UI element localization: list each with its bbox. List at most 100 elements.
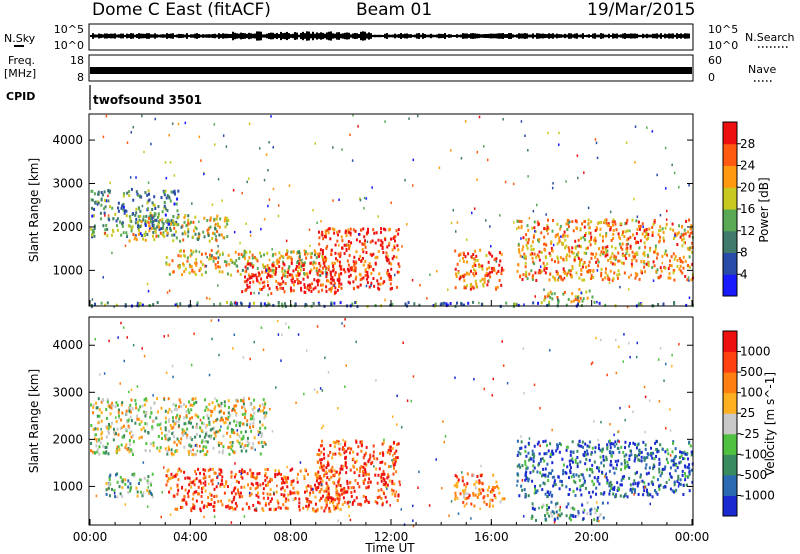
heatmap-cell [260,302,263,306]
heatmap-cell [193,332,195,336]
heatmap-cell [688,279,690,282]
heatmap-cell [570,250,573,254]
heatmap-cell [525,470,528,474]
heatmap-cell [297,269,300,273]
heatmap-cell [271,274,274,278]
heatmap-cell [549,490,552,494]
heatmap-cell [602,464,605,468]
heatmap-cell [591,479,594,483]
heatmap-cell [350,447,353,451]
nsky-sample [288,33,290,39]
heatmap-cell [338,253,341,257]
heatmap-cell [443,440,446,444]
heatmap-cell [232,347,234,350]
heatmap-cell [181,232,184,236]
heatmap-cell [328,506,331,510]
heatmap-cell [579,227,582,231]
heatmap-cell [560,235,562,238]
heatmap-cell [642,493,645,497]
heatmap-cell [637,492,640,496]
heatmap-cell [161,217,164,221]
heatmap-cell [332,473,335,477]
heatmap-cell [215,430,218,434]
heatmap-cell [576,465,579,469]
nsky-sample [248,32,250,40]
heatmap-cell [104,228,107,232]
nsky-sample [530,34,532,38]
heatmap-cell [619,494,622,498]
heatmap-cell [447,288,449,292]
heatmap-cell [371,186,373,189]
heatmap-cell [308,283,311,287]
heatmap-cell [256,485,259,489]
heatmap-cell [168,196,171,200]
heatmap-cell [609,463,612,467]
heatmap-cell [565,222,568,226]
heatmap-cell [539,459,542,463]
heatmap-cell [349,266,352,270]
heatmap-cell [651,495,654,499]
heatmap-cell [209,225,212,229]
heatmap-cell [268,479,271,483]
heatmap-cell [605,458,608,462]
heatmap-cell [338,264,341,268]
heatmap-cell [583,171,585,174]
heatmap-cell [570,513,573,517]
heatmap-cell [557,444,560,448]
heatmap-cell [369,453,372,457]
heatmap-cell [629,235,632,239]
heatmap-cell [283,493,286,497]
nsky-sample [208,34,210,38]
heatmap-cell [208,239,211,243]
heatmap-cell [169,476,172,480]
heatmap-cell [299,461,302,464]
heatmap-cell [347,505,350,509]
heatmap-cell [572,514,575,518]
heatmap-cell [485,254,488,258]
heatmap-cell [625,252,628,256]
heatmap-cell [157,234,160,238]
heatmap-cell [573,475,575,478]
heatmap-cell [560,277,563,281]
heatmap-cell [390,262,393,266]
heatmap-cell [638,459,641,463]
heatmap-cell [189,417,192,421]
heatmap-cell [251,446,254,450]
heatmap-cell [670,264,673,268]
heatmap-cell [353,255,356,259]
heatmap-cell [173,407,176,411]
heatmap-cell [668,263,671,267]
freq-band [90,67,692,74]
heatmap-cell [453,484,456,488]
heatmap-cell [110,487,113,491]
heatmap-cell [102,224,105,228]
heatmap-cell [176,483,179,487]
power-heatmap-cells [90,114,694,309]
heatmap-cell [128,406,131,410]
heatmap-cell [249,281,252,285]
heatmap-cell [183,216,186,220]
heatmap-cell [515,302,518,306]
heatmap-cell [182,498,185,502]
heatmap-cell [653,220,656,224]
heatmap-cell [604,303,607,307]
heatmap-cell [527,441,530,445]
heatmap-cell [320,477,323,481]
heatmap-cell [185,405,188,409]
heatmap-cell [604,254,607,258]
heatmap-cell [248,494,251,498]
heatmap-cell [329,500,332,504]
heatmap-cell [264,402,267,406]
heatmap-cell [135,238,138,242]
nsky-sample [106,33,108,39]
nsky-sample [256,31,258,41]
heatmap-cell [112,229,115,233]
heatmap-cell [355,275,358,279]
heatmap-cell [262,491,265,495]
heatmap-cell [583,238,586,242]
heatmap-cell [559,224,562,228]
nsky-sample [376,34,378,38]
heatmap-cell [226,222,229,226]
nsky-sample [194,33,196,39]
heatmap-cell [588,440,591,444]
